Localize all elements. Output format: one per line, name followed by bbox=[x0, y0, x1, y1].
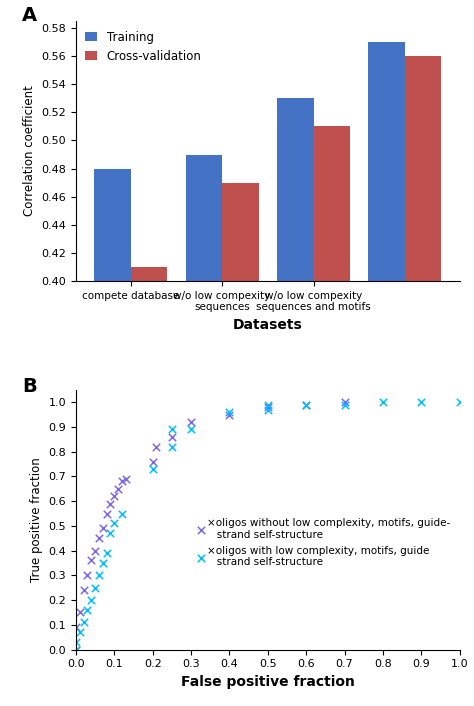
×oligos with low complexity, motifs, guide
   strand self-structure bbox=[302, 399, 310, 410]
×oligos without low complexity, motifs, guide-
   strand self-structure bbox=[107, 498, 114, 509]
×oligos with low complexity, motifs, guide
   strand self-structure bbox=[91, 582, 99, 593]
×oligos without low complexity, motifs, guide-
   strand self-structure bbox=[91, 545, 99, 556]
×oligos with low complexity, motifs, guide
   strand self-structure bbox=[418, 397, 425, 408]
Bar bbox=[185, 155, 222, 706]
Legend: Training, Cross-validation: Training, Cross-validation bbox=[82, 27, 205, 66]
×oligos without low complexity, motifs, guide-
   strand self-structure bbox=[80, 585, 87, 596]
×oligos without low complexity, motifs, guide-
   strand self-structure bbox=[103, 508, 110, 519]
×oligos with low complexity, motifs, guide
   strand self-structure bbox=[87, 594, 95, 606]
×oligos without low complexity, motifs, guide-
   strand self-structure bbox=[187, 417, 195, 428]
×oligos without low complexity, motifs, guide-
   strand self-structure bbox=[99, 522, 107, 534]
×oligos with low complexity, motifs, guide
   strand self-structure bbox=[95, 570, 103, 581]
×oligos without low complexity, motifs, guide-
   strand self-structure bbox=[110, 491, 118, 502]
Y-axis label: True positive fraction: True positive fraction bbox=[30, 457, 43, 582]
Y-axis label: Correlation coefficient: Correlation coefficient bbox=[23, 85, 36, 217]
X-axis label: False positive fraction: False positive fraction bbox=[181, 675, 355, 689]
×oligos without low complexity, motifs, guide-
   strand self-structure bbox=[264, 402, 272, 413]
×oligos without low complexity, motifs, guide-
   strand self-structure bbox=[118, 476, 126, 487]
×oligos without low complexity, motifs, guide-
   strand self-structure bbox=[72, 621, 80, 633]
×oligos without low complexity, motifs, guide-
   strand self-structure bbox=[83, 570, 91, 581]
×oligos without low complexity, motifs, guide-
   strand self-structure bbox=[122, 473, 129, 484]
×oligos with low complexity, motifs, guide
   strand self-structure bbox=[341, 399, 348, 410]
×oligos with low complexity, motifs, guide
   strand self-structure bbox=[264, 399, 272, 410]
×oligos with low complexity, motifs, guide
   strand self-structure bbox=[72, 644, 80, 655]
×oligos without low complexity, motifs, guide-
   strand self-structure bbox=[226, 409, 233, 420]
×oligos with low complexity, motifs, guide
   strand self-structure bbox=[80, 616, 87, 628]
Text: B: B bbox=[22, 377, 37, 396]
×oligos without low complexity, motifs, guide-
   strand self-structure bbox=[341, 397, 348, 408]
×oligos with low complexity, motifs, guide
   strand self-structure bbox=[187, 424, 195, 435]
×oligos without low complexity, motifs, guide-
   strand self-structure bbox=[153, 441, 160, 453]
×oligos with low complexity, motifs, guide
   strand self-structure bbox=[456, 397, 464, 408]
×oligos with low complexity, motifs, guide
   strand self-structure bbox=[168, 441, 175, 453]
X-axis label: Datasets: Datasets bbox=[233, 318, 303, 332]
Legend: ×oligos without low complexity, motifs, guide-
   strand self-structure, ×oligos: ×oligos without low complexity, motifs, … bbox=[192, 514, 455, 572]
×oligos without low complexity, motifs, guide-
   strand self-structure bbox=[114, 483, 122, 494]
Bar bbox=[222, 183, 259, 706]
×oligos without low complexity, motifs, guide-
   strand self-structure bbox=[87, 555, 95, 566]
×oligos without low complexity, motifs, guide-
   strand self-structure bbox=[95, 532, 103, 544]
Bar bbox=[405, 56, 441, 706]
×oligos with low complexity, motifs, guide
   strand self-structure bbox=[110, 517, 118, 529]
Bar bbox=[94, 169, 131, 706]
Bar bbox=[313, 126, 350, 706]
×oligos without low complexity, motifs, guide-
   strand self-structure bbox=[302, 399, 310, 410]
×oligos with low complexity, motifs, guide
   strand self-structure bbox=[226, 407, 233, 418]
×oligos with low complexity, motifs, guide
   strand self-structure bbox=[264, 404, 272, 415]
×oligos without low complexity, motifs, guide-
   strand self-structure bbox=[76, 606, 83, 618]
×oligos with low complexity, motifs, guide
   strand self-structure bbox=[72, 636, 80, 647]
×oligos with low complexity, motifs, guide
   strand self-structure bbox=[99, 557, 107, 568]
×oligos with low complexity, motifs, guide
   strand self-structure bbox=[118, 508, 126, 519]
×oligos with low complexity, motifs, guide
   strand self-structure bbox=[149, 463, 156, 474]
×oligos with low complexity, motifs, guide
   strand self-structure bbox=[83, 604, 91, 616]
×oligos with low complexity, motifs, guide
   strand self-structure bbox=[103, 547, 110, 558]
×oligos with low complexity, motifs, guide
   strand self-structure bbox=[379, 397, 387, 408]
×oligos with low complexity, motifs, guide
   strand self-structure bbox=[76, 626, 83, 638]
×oligos with low complexity, motifs, guide
   strand self-structure bbox=[107, 527, 114, 539]
Text: A: A bbox=[22, 6, 37, 25]
×oligos without low complexity, motifs, guide-
   strand self-structure bbox=[168, 431, 175, 443]
Bar bbox=[368, 42, 405, 706]
×oligos with low complexity, motifs, guide
   strand self-structure bbox=[168, 424, 175, 435]
×oligos without low complexity, motifs, guide-
   strand self-structure bbox=[149, 456, 156, 467]
Bar bbox=[277, 98, 313, 706]
×oligos without low complexity, motifs, guide-
   strand self-structure bbox=[72, 644, 80, 655]
Bar bbox=[131, 267, 167, 706]
